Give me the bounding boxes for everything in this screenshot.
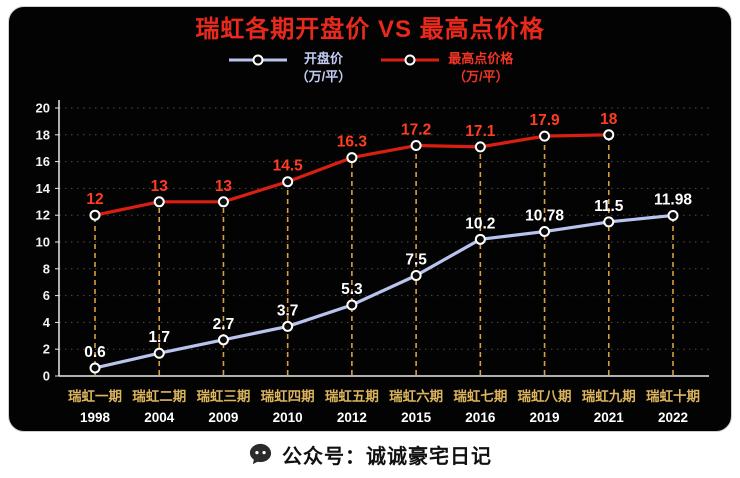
svg-text:11.5: 11.5: [594, 198, 624, 215]
svg-text:17.9: 17.9: [529, 112, 560, 129]
legend-item-opening-price: 开盘价 （万/平）: [227, 50, 352, 86]
svg-text:6: 6: [43, 288, 50, 303]
svg-text:2: 2: [43, 341, 50, 356]
legend-label-text: 最高点价格: [448, 50, 514, 66]
svg-text:瑞虹二期: 瑞虹二期: [132, 388, 186, 404]
svg-text:7.5: 7.5: [405, 251, 427, 268]
svg-text:瑞虹三期: 瑞虹三期: [196, 388, 250, 404]
svg-text:11.98: 11.98: [654, 191, 692, 208]
svg-text:瑞虹十期: 瑞虹十期: [646, 388, 700, 404]
svg-text:17.1: 17.1: [465, 123, 496, 140]
svg-text:5.3: 5.3: [341, 281, 363, 298]
svg-text:2004: 2004: [144, 410, 175, 425]
svg-text:12: 12: [86, 191, 103, 208]
svg-text:2.7: 2.7: [213, 316, 235, 333]
svg-text:10: 10: [36, 234, 50, 249]
svg-text:3.7: 3.7: [277, 302, 299, 319]
svg-text:0.6: 0.6: [84, 344, 106, 361]
svg-text:瑞虹一期: 瑞虹一期: [68, 388, 122, 404]
svg-text:14: 14: [36, 181, 51, 196]
svg-text:16: 16: [36, 154, 50, 169]
svg-text:13: 13: [151, 178, 169, 195]
svg-text:17.2: 17.2: [401, 121, 431, 138]
speech-bubble-icon: [249, 443, 272, 464]
svg-text:4: 4: [43, 315, 51, 330]
chart-panel: 瑞虹各期开盘价 VS 最高点价格 开盘价 （万/平） 最高点价格: [8, 6, 732, 432]
svg-text:2022: 2022: [658, 410, 688, 425]
svg-text:18: 18: [36, 127, 50, 142]
legend-label-opening-price: 开盘价 （万/平）: [296, 50, 352, 86]
svg-text:0: 0: [43, 368, 50, 383]
legend-label-peak-price: 最高点价格 （万/平）: [448, 50, 513, 86]
svg-text:2019: 2019: [530, 410, 560, 425]
svg-text:瑞虹七期: 瑞虹七期: [453, 388, 507, 404]
svg-text:瑞虹四期: 瑞虹四期: [261, 388, 315, 404]
legend-label-text: 开盘价: [303, 50, 343, 66]
svg-text:16.3: 16.3: [337, 133, 368, 150]
svg-text:2009: 2009: [208, 410, 238, 425]
chart-svg: 0 2 4 6 8 10 12 14 16 18 20 0.6 1.7 2.7 3.7 5.3 7.5 10.2 1…: [36, 99, 709, 425]
line-marker-icon: [381, 54, 440, 66]
legend-unit-text: （万/平）: [452, 68, 509, 84]
svg-text:12: 12: [36, 207, 50, 222]
footer: 公众号：诚诚豪宅日记: [0, 437, 740, 471]
legend-unit-text: （万/平）: [295, 68, 352, 84]
svg-text:18: 18: [600, 111, 618, 128]
line-marker-icon: [228, 54, 287, 66]
svg-text:1.7: 1.7: [148, 329, 170, 346]
svg-text:2016: 2016: [465, 410, 496, 425]
chart-title: 瑞虹各期开盘价 VS 最高点价格: [195, 16, 545, 43]
svg-text:13: 13: [215, 178, 233, 195]
svg-text:10.78: 10.78: [525, 207, 564, 224]
svg-text:2012: 2012: [337, 410, 367, 425]
svg-text:瑞虹六期: 瑞虹六期: [389, 388, 443, 404]
svg-text:10.2: 10.2: [465, 215, 495, 232]
svg-text:1998: 1998: [80, 410, 111, 425]
legend: 开盘价 （万/平） 最高点价格 （万/平）: [9, 50, 731, 94]
svg-text:2021: 2021: [594, 410, 625, 425]
svg-text:14.5: 14.5: [273, 157, 304, 174]
svg-text:2015: 2015: [401, 410, 432, 425]
svg-text:20: 20: [36, 100, 50, 115]
svg-text:2010: 2010: [273, 410, 303, 425]
svg-text:8: 8: [43, 261, 50, 276]
legend-item-peak-price: 最高点价格 （万/平）: [379, 50, 513, 86]
svg-text:瑞虹五期: 瑞虹五期: [325, 388, 379, 404]
footer-text: 公众号：诚诚豪宅日记: [282, 445, 492, 468]
svg-text:瑞虹八期: 瑞虹八期: [518, 388, 572, 404]
svg-text:瑞虹九期: 瑞虹九期: [582, 388, 636, 404]
